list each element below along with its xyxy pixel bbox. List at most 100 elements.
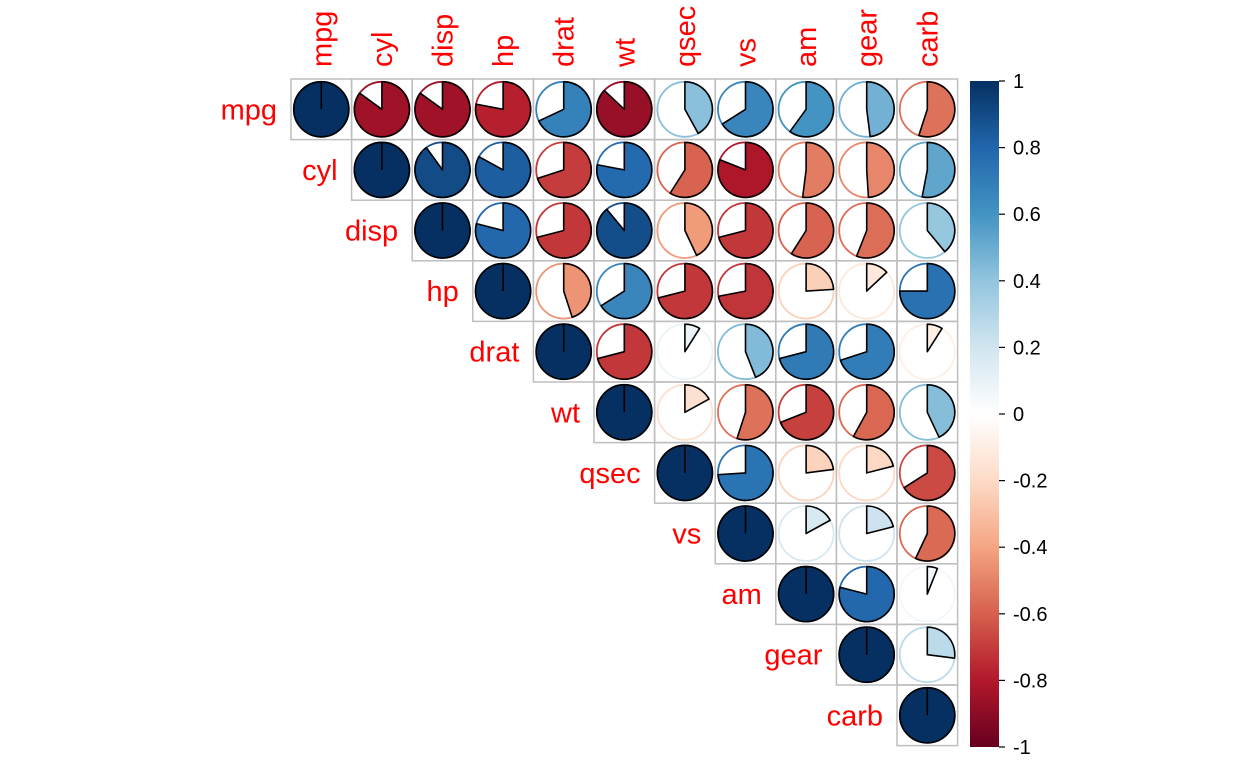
column-label-vs: vs bbox=[731, 38, 763, 67]
pie-mpg-qsec bbox=[656, 80, 714, 138]
column-label-disp: disp bbox=[428, 14, 460, 67]
pie-slice bbox=[596, 141, 653, 199]
pie-drat-wt bbox=[595, 323, 653, 381]
pie-mpg-drat bbox=[535, 80, 593, 138]
row-label-gear: gear bbox=[764, 640, 822, 672]
pie-cyl-cyl bbox=[353, 141, 411, 199]
pie-slice bbox=[865, 505, 895, 535]
pie-slice bbox=[855, 202, 895, 259]
pie-vs-am bbox=[777, 505, 835, 562]
pie-slice bbox=[657, 262, 714, 320]
pie-slice bbox=[918, 81, 956, 138]
pie-slice bbox=[474, 81, 532, 138]
pie-slice bbox=[717, 141, 774, 199]
pie-am-carb bbox=[898, 565, 956, 623]
row-label-qsec: qsec bbox=[579, 458, 640, 490]
pie-hp-drat bbox=[535, 262, 593, 320]
column-label-hp: hp bbox=[488, 35, 520, 67]
pie-cyl-disp bbox=[414, 141, 471, 199]
pie-slice bbox=[414, 81, 471, 138]
colorbar-tick-label: -0.4 bbox=[1013, 537, 1047, 559]
column-label-am: am bbox=[791, 27, 823, 67]
pie-slice bbox=[538, 81, 592, 138]
pie-slice bbox=[801, 141, 835, 199]
pie-slice bbox=[596, 323, 653, 380]
pie-mpg-cyl bbox=[353, 80, 411, 138]
pie-slice bbox=[414, 141, 471, 199]
pie-slice bbox=[926, 384, 956, 438]
row-label-disp: disp bbox=[345, 216, 398, 248]
pie-slice bbox=[865, 262, 888, 292]
pie-slice bbox=[779, 384, 835, 441]
pie-slice bbox=[926, 626, 956, 659]
pie-disp-hp bbox=[474, 202, 532, 259]
pie-qsec-gear bbox=[838, 444, 896, 502]
pie-gear-gear bbox=[838, 626, 896, 684]
row-label-am: am bbox=[722, 579, 762, 611]
pie-wt-qsec bbox=[656, 383, 714, 441]
pie-drat-gear bbox=[838, 323, 896, 381]
pie-carb-carb bbox=[898, 686, 956, 744]
pie-vs-vs bbox=[717, 505, 774, 562]
pie-disp-carb bbox=[898, 202, 956, 259]
pie-slice bbox=[926, 202, 956, 253]
pie-am-am bbox=[777, 565, 835, 623]
pie-drat-vs bbox=[717, 323, 774, 381]
pie-slice bbox=[789, 81, 835, 138]
pie-mpg-carb bbox=[898, 80, 956, 138]
row-label-mpg: mpg bbox=[221, 94, 277, 126]
pie-slice bbox=[536, 141, 593, 199]
pie-slice bbox=[903, 444, 956, 502]
pie-slice bbox=[474, 202, 532, 259]
pie-slice bbox=[899, 262, 956, 320]
pie-slice bbox=[744, 323, 774, 379]
row-label-cyl: cyl bbox=[302, 155, 337, 187]
pie-qsec-vs bbox=[717, 444, 774, 502]
pie-drat-drat bbox=[535, 323, 593, 381]
pie-slice bbox=[838, 565, 895, 623]
pie-mpg-gear bbox=[838, 80, 896, 138]
pie-slice bbox=[921, 141, 956, 199]
row-label-vs: vs bbox=[672, 519, 701, 551]
column-label-wt: wt bbox=[609, 38, 641, 68]
pie-disp-vs bbox=[717, 202, 774, 259]
pie-gear-carb bbox=[898, 626, 956, 684]
pie-slice bbox=[805, 505, 831, 535]
grid-cell bbox=[896, 684, 959, 747]
pie-slice bbox=[562, 262, 592, 319]
row-label-wt: wt bbox=[550, 397, 580, 429]
colorbar-tick-label: -0.2 bbox=[1013, 471, 1047, 493]
pie-slice bbox=[684, 323, 701, 353]
pie-slice bbox=[852, 384, 895, 441]
pie-slice bbox=[718, 202, 774, 259]
pie-vs-gear bbox=[838, 505, 896, 562]
pie-hp-wt bbox=[595, 262, 653, 320]
pie-disp-drat bbox=[535, 202, 593, 259]
pie-wt-gear bbox=[838, 383, 896, 441]
pie-slice bbox=[865, 444, 895, 474]
pie-slice bbox=[596, 81, 653, 138]
pie-mpg-am bbox=[777, 80, 835, 138]
colorbar-tick-label: 0 bbox=[1013, 404, 1024, 426]
row-label-drat: drat bbox=[469, 337, 519, 369]
pie-disp-qsec bbox=[656, 202, 714, 259]
pie-wt-carb bbox=[898, 383, 956, 441]
pie-hp-hp bbox=[474, 262, 532, 320]
pie-slice bbox=[684, 202, 714, 257]
pie-cyl-carb bbox=[898, 141, 956, 199]
pie-vs-carb bbox=[898, 505, 956, 562]
column-label-qsec: qsec bbox=[670, 6, 702, 67]
pie-cyl-hp bbox=[474, 141, 532, 199]
colorbar-tick-label: -0.6 bbox=[1013, 604, 1047, 626]
pie-slice bbox=[721, 81, 774, 138]
pie-mpg-wt bbox=[595, 80, 653, 138]
pie-slice bbox=[865, 81, 895, 138]
pie-am-gear bbox=[838, 565, 896, 623]
pie-layer bbox=[292, 80, 956, 744]
pie-qsec-qsec bbox=[656, 444, 714, 502]
pie-cyl-vs bbox=[717, 141, 774, 199]
pie-slice bbox=[914, 505, 956, 562]
pie-qsec-am bbox=[777, 444, 835, 502]
column-label-drat: drat bbox=[549, 17, 581, 67]
